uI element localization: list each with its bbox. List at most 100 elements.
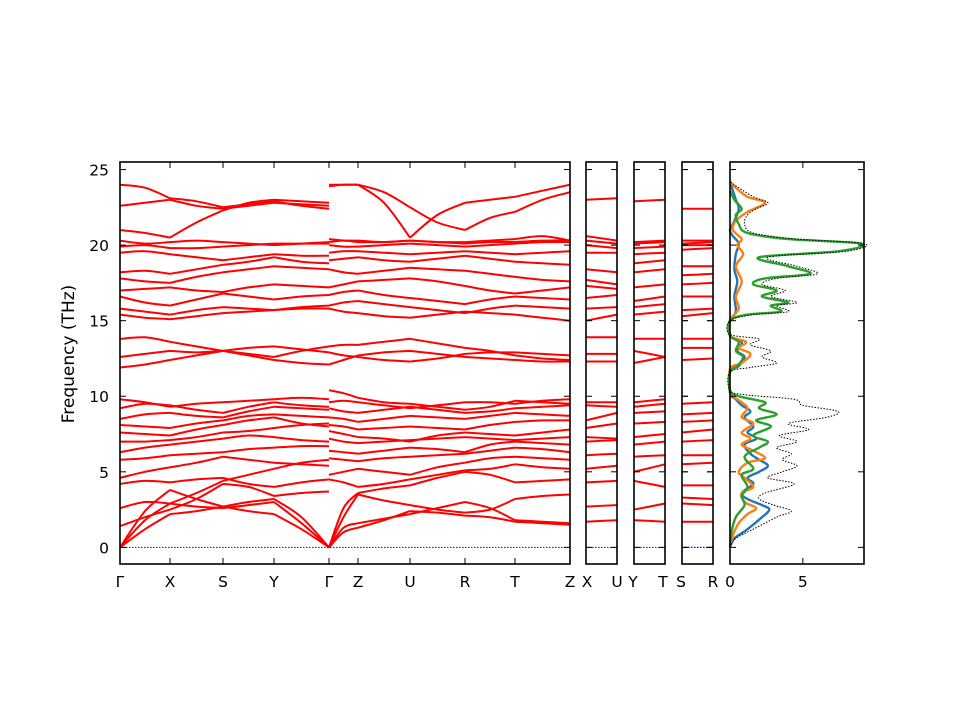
band-main-Γ-X-10 (119, 431, 171, 437)
band-main-U-R-10 (409, 425, 466, 431)
band-main-X-S-7 (169, 451, 224, 457)
band-main-Z-U-29 (357, 183, 411, 239)
panel-frames (119, 161, 865, 565)
band-main-X-S-6 (169, 455, 224, 469)
band-ts-T-S-20 (681, 247, 714, 251)
band-main-Γ-X-22 (119, 277, 171, 284)
band-main-T-Z-7 (514, 440, 571, 446)
band-main-Y-Γ-3 (273, 490, 330, 497)
band-main-Γ-Z-5 (328, 467, 359, 476)
band-main-Y-Γ-8 (273, 436, 330, 443)
band-main-Z-U-16 (357, 356, 411, 363)
band-main-X-S-29 (169, 197, 224, 209)
band-main-Y-Γ-11 (273, 413, 330, 419)
band-main-R-T-23 (464, 254, 516, 263)
band-main-U-R-23 (409, 254, 466, 263)
band-main-S-Y-3 (222, 482, 275, 497)
band-main-Γ-X-18 (119, 313, 171, 321)
band-main-R-T-29 (464, 195, 516, 204)
band-main-Γ-X-28 (119, 198, 171, 207)
band-main-Γ-Z-3 (328, 492, 359, 548)
band-main-Γ-Z-23 (328, 256, 359, 262)
band-main-R-T-16 (464, 351, 516, 355)
band-uy-U-Y-17 (633, 283, 666, 289)
band-zx-Z-X-9 (585, 404, 618, 408)
band-main-T-Z-23 (514, 260, 571, 266)
band-main-S-Y-7 (222, 446, 275, 454)
band-main-Y-Γ-9 (273, 422, 330, 429)
x-tick-label-2: S (218, 573, 228, 591)
band-main-X-S-25 (169, 245, 224, 250)
band-main-Γ-Z-13 (328, 399, 359, 404)
band-main-U-R-19 (409, 306, 466, 315)
band-main-X-S-18 (169, 312, 224, 321)
band-main-R-T-2 (464, 498, 516, 514)
band-main-Γ-X-8 (119, 443, 171, 454)
band-uy-U-Y-19 (633, 259, 666, 265)
band-main-U-R-25 (409, 242, 466, 248)
band-main-X-S-24 (169, 253, 224, 262)
band-main-R-T-0 (464, 501, 516, 522)
band-main-R-T-4 (464, 463, 516, 472)
band-main-R-T-11 (464, 411, 516, 420)
band-main-S-Y-24 (222, 253, 275, 262)
band-main-Z-U-6 (357, 455, 411, 463)
band-zx-Z-X-7 (585, 422, 618, 429)
band-main-R-T-14 (464, 399, 516, 411)
band-uy-U-Y-14 (633, 310, 666, 316)
band-zx-Z-X-22 (585, 239, 618, 245)
band-main-S-Y-16 (222, 345, 275, 352)
band-main-T-Z-8 (514, 436, 571, 442)
band-main-Γ-Z-29 (328, 183, 359, 188)
band-main-Z-U-13 (357, 401, 411, 410)
band-uy-U-Y-12 (633, 349, 666, 358)
band-main-Γ-Z-11 (328, 416, 359, 423)
band-uy-U-Y-21 (633, 245, 666, 250)
band-main-T-Z-3 (514, 478, 571, 484)
band-main-T-Z-25 (514, 240, 571, 245)
band-main-Y-Γ-27 (273, 198, 330, 204)
band-main-Y-Γ-6 (273, 461, 330, 467)
band-main-U-R-0 (409, 501, 466, 516)
band-zx-Z-X-19 (585, 268, 618, 274)
band-main-U-R-11 (409, 414, 466, 420)
band-uy-U-Y-1 (633, 502, 666, 511)
band-main-Z-U-23 (357, 256, 411, 263)
band-main-Y-Γ-2 (273, 513, 330, 549)
band-main-Γ-Z-4 (328, 478, 359, 488)
band-main-Z-U-14 (357, 396, 411, 405)
band-main-S-Y-9 (222, 427, 275, 434)
band-main-Γ-X-4 (119, 500, 171, 510)
band-ts-T-S-14 (681, 312, 714, 318)
band-uy-U-Y-24 (633, 198, 666, 203)
band-uy-U-Y-5 (633, 440, 666, 446)
band-main-Z-U-11 (357, 414, 411, 423)
band-main-S-Y-13 (222, 401, 275, 414)
panel-frame-ts (681, 161, 714, 565)
band-zx-Z-X-14 (585, 313, 618, 322)
band-ts-T-S-1 (681, 502, 714, 507)
band-main-T-Z-1 (514, 520, 571, 526)
band-main-Z-U-27 (357, 239, 411, 244)
band-ts-T-S-15 (681, 307, 714, 312)
band-main-Z-U-7 (357, 446, 411, 455)
band-main-U-R-5 (409, 461, 466, 476)
band-main-Z-U-25 (357, 242, 411, 248)
band-main-T-Z-9 (514, 428, 571, 437)
band-main-Z-U-20 (357, 289, 411, 299)
band-main-S-Y-21 (222, 283, 275, 293)
band-main-U-R-2 (409, 504, 466, 514)
band-main-T-Z-13 (514, 398, 571, 405)
x-tick-label-5: Z (353, 573, 364, 591)
x-tick-label-8: T (509, 573, 520, 591)
band-main-R-T-7 (464, 440, 516, 454)
band-main-Γ-X-12 (119, 411, 171, 420)
band-zx-Z-X-23 (585, 235, 618, 242)
band-main-Γ-X-26 (119, 239, 171, 245)
band-main-Y-Γ-7 (273, 445, 330, 449)
dos-x-tick-label-5: 5 (798, 573, 808, 591)
x-tick-label-3: Y (268, 573, 279, 591)
band-main-Y-Γ-21 (273, 283, 330, 289)
band-main-Γ-X-7 (119, 454, 171, 461)
band-ts-T-S-18 (681, 272, 714, 277)
